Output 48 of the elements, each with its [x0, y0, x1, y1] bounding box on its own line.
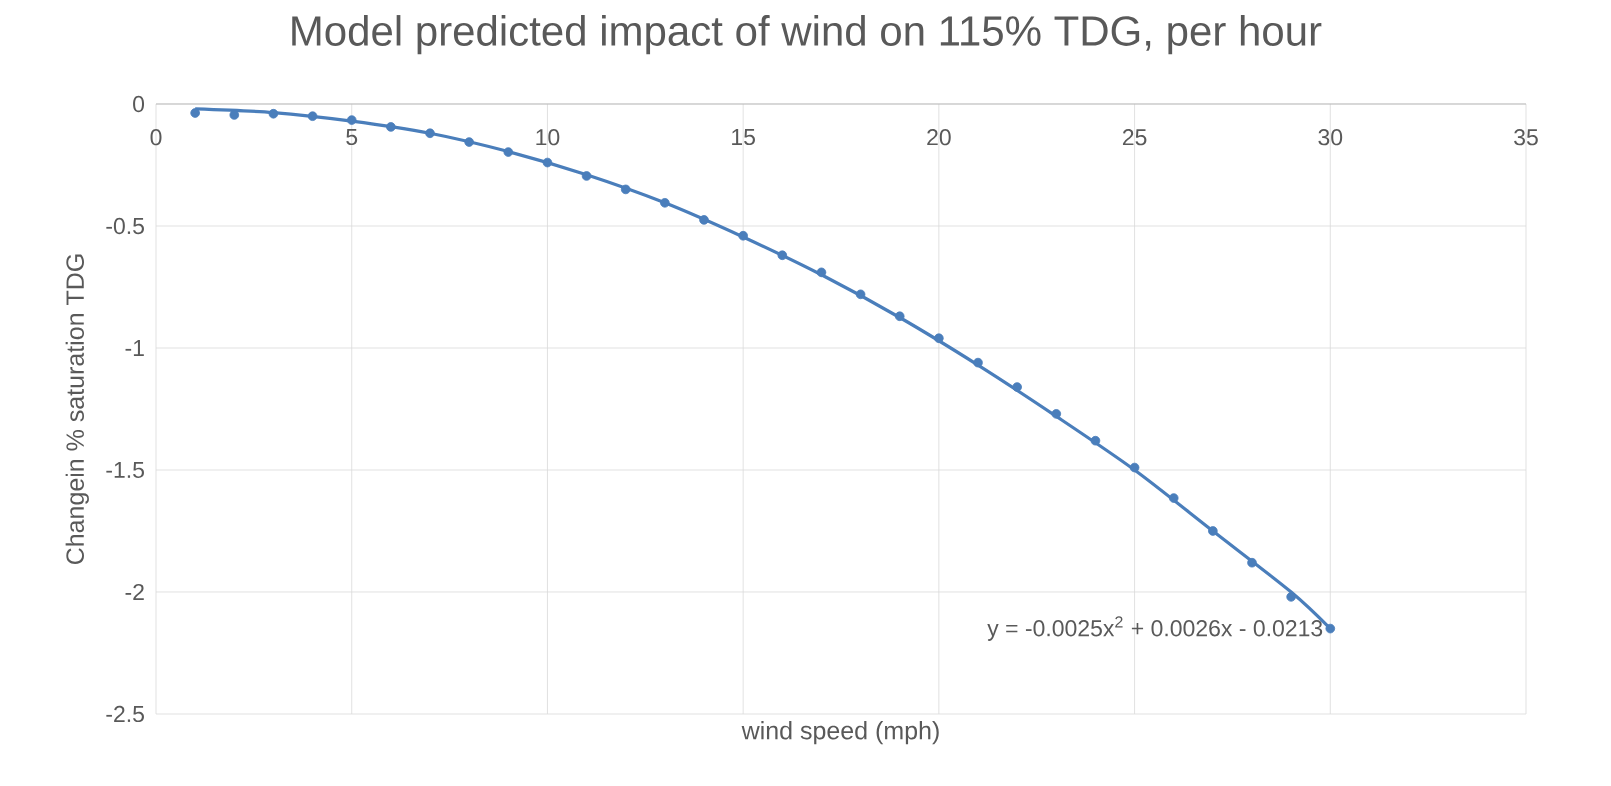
- point: [1168, 493, 1179, 503]
- point: [855, 289, 866, 300]
- point: [777, 250, 788, 261]
- point: [934, 333, 944, 344]
- chart-title: Model predicted impact of wind on 115% TDG, per hour: [292, 15, 1322, 55]
- point: [229, 110, 240, 120]
- point: [620, 184, 631, 195]
- point: [1051, 409, 1062, 419]
- y-tick-label: -1.5: [106, 461, 144, 479]
- point: [738, 230, 748, 241]
- point: [894, 311, 905, 322]
- point: [699, 215, 709, 225]
- y-axis-title: Changein % saturation TDG: [65, 254, 89, 565]
- x-tick-label: 15: [732, 129, 755, 146]
- x-tick-label: 0: [150, 129, 162, 146]
- x-tick-label: 5: [346, 129, 358, 146]
- x-tick-label: 30: [1318, 129, 1343, 146]
- point: [1129, 462, 1140, 473]
- y-tick-label: -0.5: [106, 217, 144, 235]
- point: [268, 108, 279, 119]
- annotation: y = -0.0025x$^{2}$ + 0.0026x - 0.0213: [987, 616, 1323, 641]
- point: [1090, 435, 1101, 446]
- point: [973, 357, 983, 368]
- point: [660, 198, 670, 208]
- point: [307, 111, 318, 121]
- x-tick-label: 10: [536, 129, 560, 146]
- point: [346, 115, 357, 125]
- point: [464, 137, 474, 147]
- y-tick-label: -2.5: [106, 705, 144, 723]
- point: [581, 171, 592, 181]
- x-tick-label: 25: [1122, 129, 1147, 146]
- x-tick-label: 35: [1514, 129, 1538, 146]
- point: [425, 128, 435, 139]
- point: [386, 122, 396, 132]
- point: [190, 108, 200, 118]
- y-tick-label: 0: [133, 95, 145, 113]
- y-tick-label: -1: [125, 340, 144, 356]
- y-tick-label: -2: [125, 583, 144, 601]
- point: [1247, 557, 1257, 568]
- point: [503, 147, 514, 157]
- x-axis-title: wind speed (mph): [741, 721, 939, 745]
- point: [1012, 382, 1022, 392]
- point: [542, 157, 553, 168]
- point: [1286, 592, 1296, 602]
- point: [1325, 623, 1336, 634]
- point: [1208, 526, 1218, 536]
- point: [816, 267, 827, 278]
- x-tick-label: 20: [927, 129, 951, 146]
